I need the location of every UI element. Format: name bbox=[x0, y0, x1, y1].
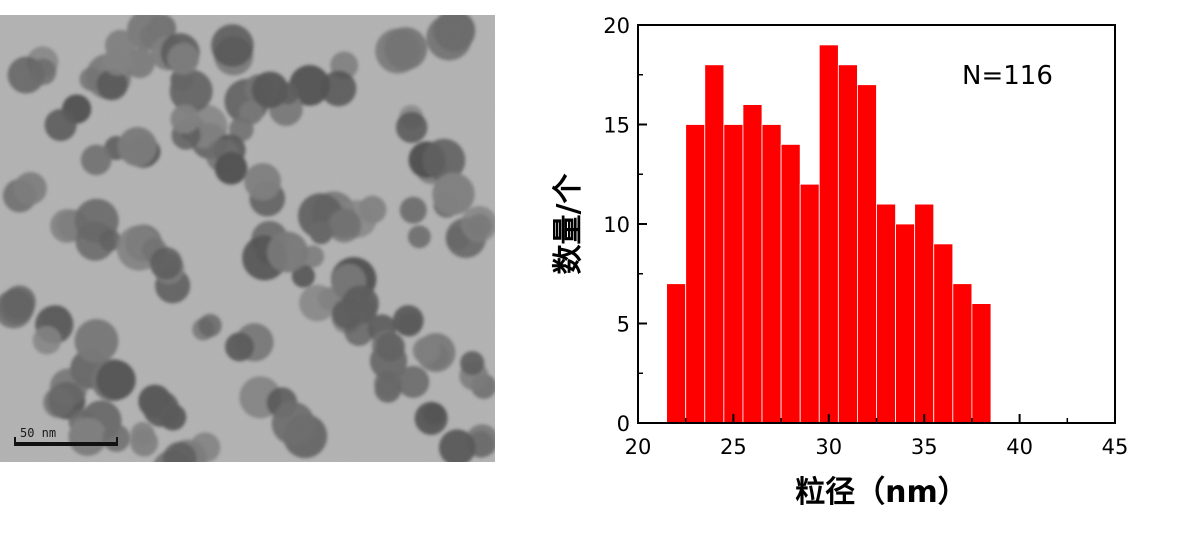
y-axis-ticks: 0 5 10 15 20 bbox=[603, 14, 647, 436]
y-tick-label: 15 bbox=[603, 114, 630, 138]
histogram-bar bbox=[895, 223, 916, 424]
histogram-bar bbox=[837, 64, 858, 424]
x-tick-label: 25 bbox=[720, 435, 747, 459]
scale-bar-label: 50 nm bbox=[20, 426, 56, 440]
x-axis-title: 粒径（nm） bbox=[795, 475, 968, 510]
histogram-bar bbox=[818, 44, 839, 424]
x-tick-label: 40 bbox=[1006, 435, 1033, 459]
size-distribution-histogram: 20 25 30 35 40 45 0 5 10 15 20 N=116 粒径（nm） 数量/个 bbox=[551, 14, 1129, 510]
tem-grain-overlay bbox=[0, 15, 495, 462]
histogram-bar bbox=[857, 84, 877, 424]
y-tick-label: 10 bbox=[603, 213, 630, 237]
x-tick-label: 35 bbox=[911, 435, 938, 459]
histogram-bar bbox=[971, 303, 992, 424]
histogram-bar bbox=[799, 183, 820, 424]
y-tick-label: 20 bbox=[603, 14, 630, 38]
x-tick-label: 20 bbox=[625, 435, 652, 459]
scale-bar: 50 nm bbox=[14, 426, 118, 446]
y-tick-label: 0 bbox=[617, 412, 630, 436]
histogram-bars bbox=[666, 44, 992, 424]
x-tick-label: 30 bbox=[815, 435, 842, 459]
sample-count-annotation: N=116 bbox=[962, 61, 1053, 91]
histogram-bar bbox=[723, 124, 744, 424]
x-axis-ticks: 20 25 30 35 40 45 bbox=[625, 414, 1129, 459]
histogram-bar bbox=[876, 203, 896, 424]
histogram-bar bbox=[780, 143, 801, 424]
histogram-bar bbox=[933, 243, 954, 424]
histogram-bar bbox=[914, 203, 935, 424]
x-tick-label: 45 bbox=[1102, 435, 1129, 459]
scale-bar-line bbox=[14, 442, 118, 446]
scale-bar-cap-left bbox=[14, 437, 16, 446]
histogram-bar bbox=[685, 124, 706, 424]
histogram-bar bbox=[742, 104, 763, 424]
y-axis-title: 数量/个 bbox=[551, 173, 586, 275]
y-tick-label: 5 bbox=[617, 313, 630, 337]
histogram-bar bbox=[761, 124, 782, 424]
histogram-bar bbox=[704, 64, 725, 424]
tem-micrograph: 50 nm bbox=[0, 15, 495, 462]
histogram-bar bbox=[666, 283, 687, 424]
histogram-bar bbox=[952, 283, 973, 424]
scale-bar-cap-right bbox=[116, 437, 118, 446]
